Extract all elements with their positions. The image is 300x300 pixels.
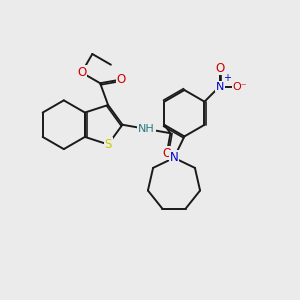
Text: O: O bbox=[77, 66, 86, 79]
Text: S: S bbox=[104, 138, 112, 151]
Text: N: N bbox=[169, 151, 178, 164]
Text: O: O bbox=[162, 147, 172, 160]
Text: O: O bbox=[215, 61, 224, 75]
Text: O: O bbox=[117, 73, 126, 86]
Text: NH: NH bbox=[138, 124, 155, 134]
Text: N: N bbox=[215, 82, 224, 92]
Text: +: + bbox=[223, 73, 231, 83]
Text: O⁻: O⁻ bbox=[232, 82, 247, 92]
